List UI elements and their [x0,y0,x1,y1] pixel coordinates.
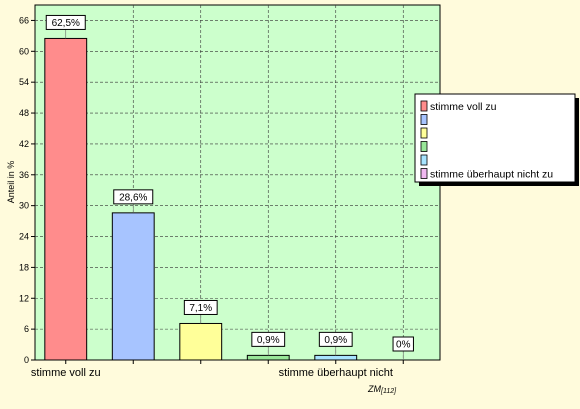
y-tick-label: 30 [19,201,29,211]
value-label: 28,6% [119,192,147,203]
y-tick-label: 42 [19,139,29,149]
footnote: ZM[112] [367,384,397,395]
value-label: 0,9% [324,335,347,346]
x-tick-label: stimme voll zu [31,367,101,379]
legend-swatch [420,154,428,166]
bars [44,37,358,361]
value-label: 0,9% [257,335,280,346]
value-labels: 62,5% 28,6% 7,1% 0,9% 0,9% 0% [45,14,414,360]
bar [111,212,155,361]
y-tick-label: 6 [24,324,29,334]
value-label-box [392,336,414,352]
bar [246,354,290,361]
y-tick-label: 24 [19,232,29,242]
legend-swatch [420,127,428,139]
value-label: 7,1% [189,303,212,314]
bar [179,322,223,361]
grid-lines [35,5,440,360]
plot-area [34,4,441,361]
legend-box [414,93,576,183]
legend-swatch [420,114,428,125]
footnote-main: ZM [367,384,381,394]
legend-swatch [420,100,428,112]
value-label: 0% [396,340,411,351]
x-tick-label: stimme überhaupt nicht [279,367,393,379]
legend-swatch [420,168,428,179]
y-tick-label: 48 [19,108,29,118]
y-tick-label: 66 [19,15,29,25]
y-tick-label: 36 [19,170,29,180]
y-tick-label: 54 [19,77,29,87]
legend-swatch [420,141,428,152]
value-label-box [45,14,86,30]
legend-label: stimme voll zu [430,101,497,113]
legend-entries: stimme voll zu stimme überhaupt nicht zu [420,100,553,181]
y-tick-label: 18 [19,262,29,272]
value-label-box [318,331,353,347]
value-label: 62,5% [52,18,80,29]
y-tick-label: 0 [24,355,29,365]
value-label-box [251,331,286,347]
bar [44,37,88,361]
value-label-box [183,299,218,315]
y-axis-label: Anteil in % [6,161,16,204]
bar [314,354,358,361]
footnote-sub: [112] [380,388,397,395]
y-axis-ticks: 0 6 12 18 24 30 36 42 48 54 60 66 [19,15,35,365]
x-axis-ticks: stimme voll zu stimme überhaupt nicht [31,360,404,379]
y-tick-label: 60 [19,46,29,56]
legend: stimme voll zu stimme überhaupt nicht zu [414,93,579,186]
value-label-box [113,189,154,205]
y-tick-label: 12 [19,293,29,303]
legend-label: stimme überhaupt nicht zu [430,169,553,181]
